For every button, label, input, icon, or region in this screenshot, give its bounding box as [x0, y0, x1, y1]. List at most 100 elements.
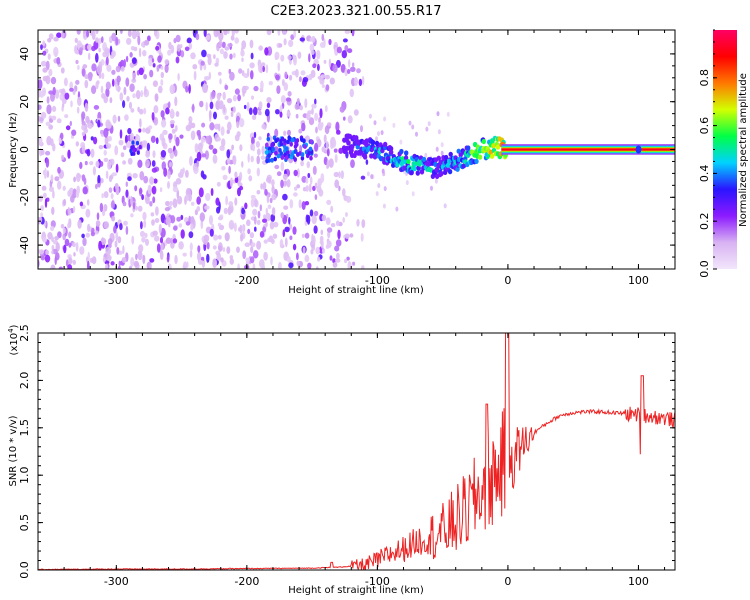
spectrogram-noise-cell	[212, 148, 218, 155]
spectrogram-noise-cell	[321, 84, 325, 89]
spectrogram-noise-cell	[45, 249, 50, 256]
spectrogram-noise-cell	[205, 192, 211, 202]
spectrogram-noise-cell	[117, 115, 121, 122]
spectrogram-noise-cell	[250, 242, 256, 248]
spectrogram-noise-cell	[137, 250, 143, 261]
spectrogram-noise-cell	[144, 85, 147, 95]
spectrogram-ridge-cell	[283, 138, 287, 144]
spectrogram-noise-cell	[48, 90, 54, 95]
spectrogram-noise-cell	[252, 250, 259, 259]
spectrogram-noise-cell	[298, 128, 303, 134]
spectrogram-noise-cell	[120, 30, 123, 34]
spectrogram-noise-cell	[224, 84, 229, 90]
spectrogram-noise-cell	[328, 38, 332, 46]
spectrogram-noise-cell	[172, 198, 178, 209]
spectrogram-noise-cell	[79, 47, 83, 52]
spectrogram-noise-cell	[38, 104, 42, 110]
spectrogram-noise-cell	[226, 149, 231, 159]
snr-series-line	[38, 333, 675, 570]
spectrogram-noise-cell	[228, 219, 235, 230]
spectrogram-noise-cell	[337, 229, 341, 240]
spectrogram-ridge-cell	[265, 158, 269, 164]
spectrogram-noise-cell	[204, 150, 209, 160]
spectrogram-noise-cell	[45, 75, 51, 85]
spectrogram-noise-cell	[61, 105, 64, 112]
spectrogram-noise-cell	[93, 136, 98, 145]
spectrogram-noise-cell	[314, 142, 319, 152]
spectrogram-noise-cell	[64, 92, 70, 100]
spectrogram-noise-cell	[180, 214, 184, 220]
spectrogram-noise-cell	[175, 111, 180, 117]
spectrogram-noise-cell	[167, 101, 171, 109]
snr-y-multiplier-base: (x10	[9, 333, 20, 356]
spectrogram-noise-cell	[158, 223, 162, 234]
spectrogram-noise-cell	[57, 166, 61, 174]
spectrogram-noise-cell	[111, 215, 116, 222]
spectrogram-noise-cell	[237, 94, 242, 102]
spectrogram-noise-cell	[101, 72, 105, 80]
spectrogram-noise-cell	[196, 196, 201, 205]
spectrogram-noise-cell	[175, 178, 182, 185]
spectrogram-noise-cell	[301, 233, 305, 238]
spectrogram-noise-cell	[198, 187, 204, 198]
spectrogram-noise-cell	[52, 105, 57, 112]
spectrogram-noise-cell	[249, 39, 254, 49]
spectrogram-noise-cell	[330, 205, 334, 213]
spectrogram-noise-cell	[338, 171, 341, 179]
spectrogram-ridge-cell	[448, 151, 453, 157]
spectrogram-noise-cell	[259, 231, 265, 238]
spectrogram-noise-cell	[152, 230, 158, 236]
spectrogram-noise-cell	[46, 96, 50, 104]
spectrogram-ridge-cell	[421, 156, 427, 162]
spectrogram-noise-cell	[254, 226, 257, 232]
spectrogram-noise-cell	[283, 38, 287, 46]
spectrogram-noise-cell	[435, 146, 439, 152]
spectrogram-noise-cell	[77, 96, 82, 107]
spectrogram-noise-cell	[347, 115, 353, 124]
spectrogram-noise-cell	[177, 172, 183, 179]
spectrogram-noise-cell	[141, 140, 148, 146]
spectrogram-noise-cell	[252, 208, 258, 216]
spectrogram-noise-cell	[271, 193, 277, 201]
spectrogram-ridge-cell	[293, 149, 298, 155]
spectrogram-noise-cell	[85, 208, 91, 218]
spectrogram-noise-cell	[324, 105, 328, 113]
spectrogram-noise-cell	[153, 105, 159, 114]
spectrogram-noise-cell	[50, 264, 56, 269]
spectrogram-noise-cell	[350, 159, 355, 169]
spectrogram-noise-cell	[155, 137, 159, 145]
spectrogram-noise-cell	[122, 160, 127, 165]
spectrogram-ridge-cell	[295, 138, 300, 143]
spectrogram-noise-cell	[266, 30, 272, 36]
spectrogram-noise-cell	[383, 116, 387, 122]
spectrogram-noise-cell	[202, 174, 207, 180]
spectrogram-noise-cell	[103, 157, 109, 163]
spectrogram-noise-cell	[288, 262, 294, 269]
spectrogram-noise-cell	[150, 135, 156, 143]
spectrogram-noise-cell	[45, 121, 51, 127]
spectrogram-noise-cell	[199, 212, 205, 222]
spectrogram-noise-cell	[152, 150, 156, 158]
spectrogram-noise-cell	[145, 196, 150, 205]
spectrogram-noise-cell	[117, 236, 122, 244]
spectrogram-noise-cell	[38, 136, 43, 146]
spectrogram-noise-cell	[107, 135, 112, 142]
spectrogram-noise-cell	[263, 214, 266, 219]
spectrogram-noise-cell	[139, 118, 142, 128]
spectrogram-noise-cell	[95, 37, 99, 43]
spectrogram-noise-cell	[84, 102, 89, 113]
spectrogram-noise-cell	[234, 197, 238, 206]
spectrogram-noise-cell	[160, 110, 165, 118]
spectrogram-noise-cell	[343, 116, 346, 121]
spectrogram-y-tick-label: 0	[18, 146, 31, 153]
spectrogram-noise-cell	[105, 56, 109, 66]
spectrogram-noise-cell	[434, 178, 438, 184]
spectrogram-noise-cell	[430, 185, 433, 191]
spectrogram-ridge-cell	[434, 167, 439, 173]
spectrogram-noise-cell	[287, 256, 291, 263]
spectrogram-noise-cell	[212, 245, 217, 250]
spectrogram-noise-cell	[43, 192, 47, 198]
spectrogram-noise-cell	[270, 214, 276, 222]
spectrogram-noise-cell	[200, 60, 205, 66]
spectrogram-noise-cell	[123, 86, 127, 96]
